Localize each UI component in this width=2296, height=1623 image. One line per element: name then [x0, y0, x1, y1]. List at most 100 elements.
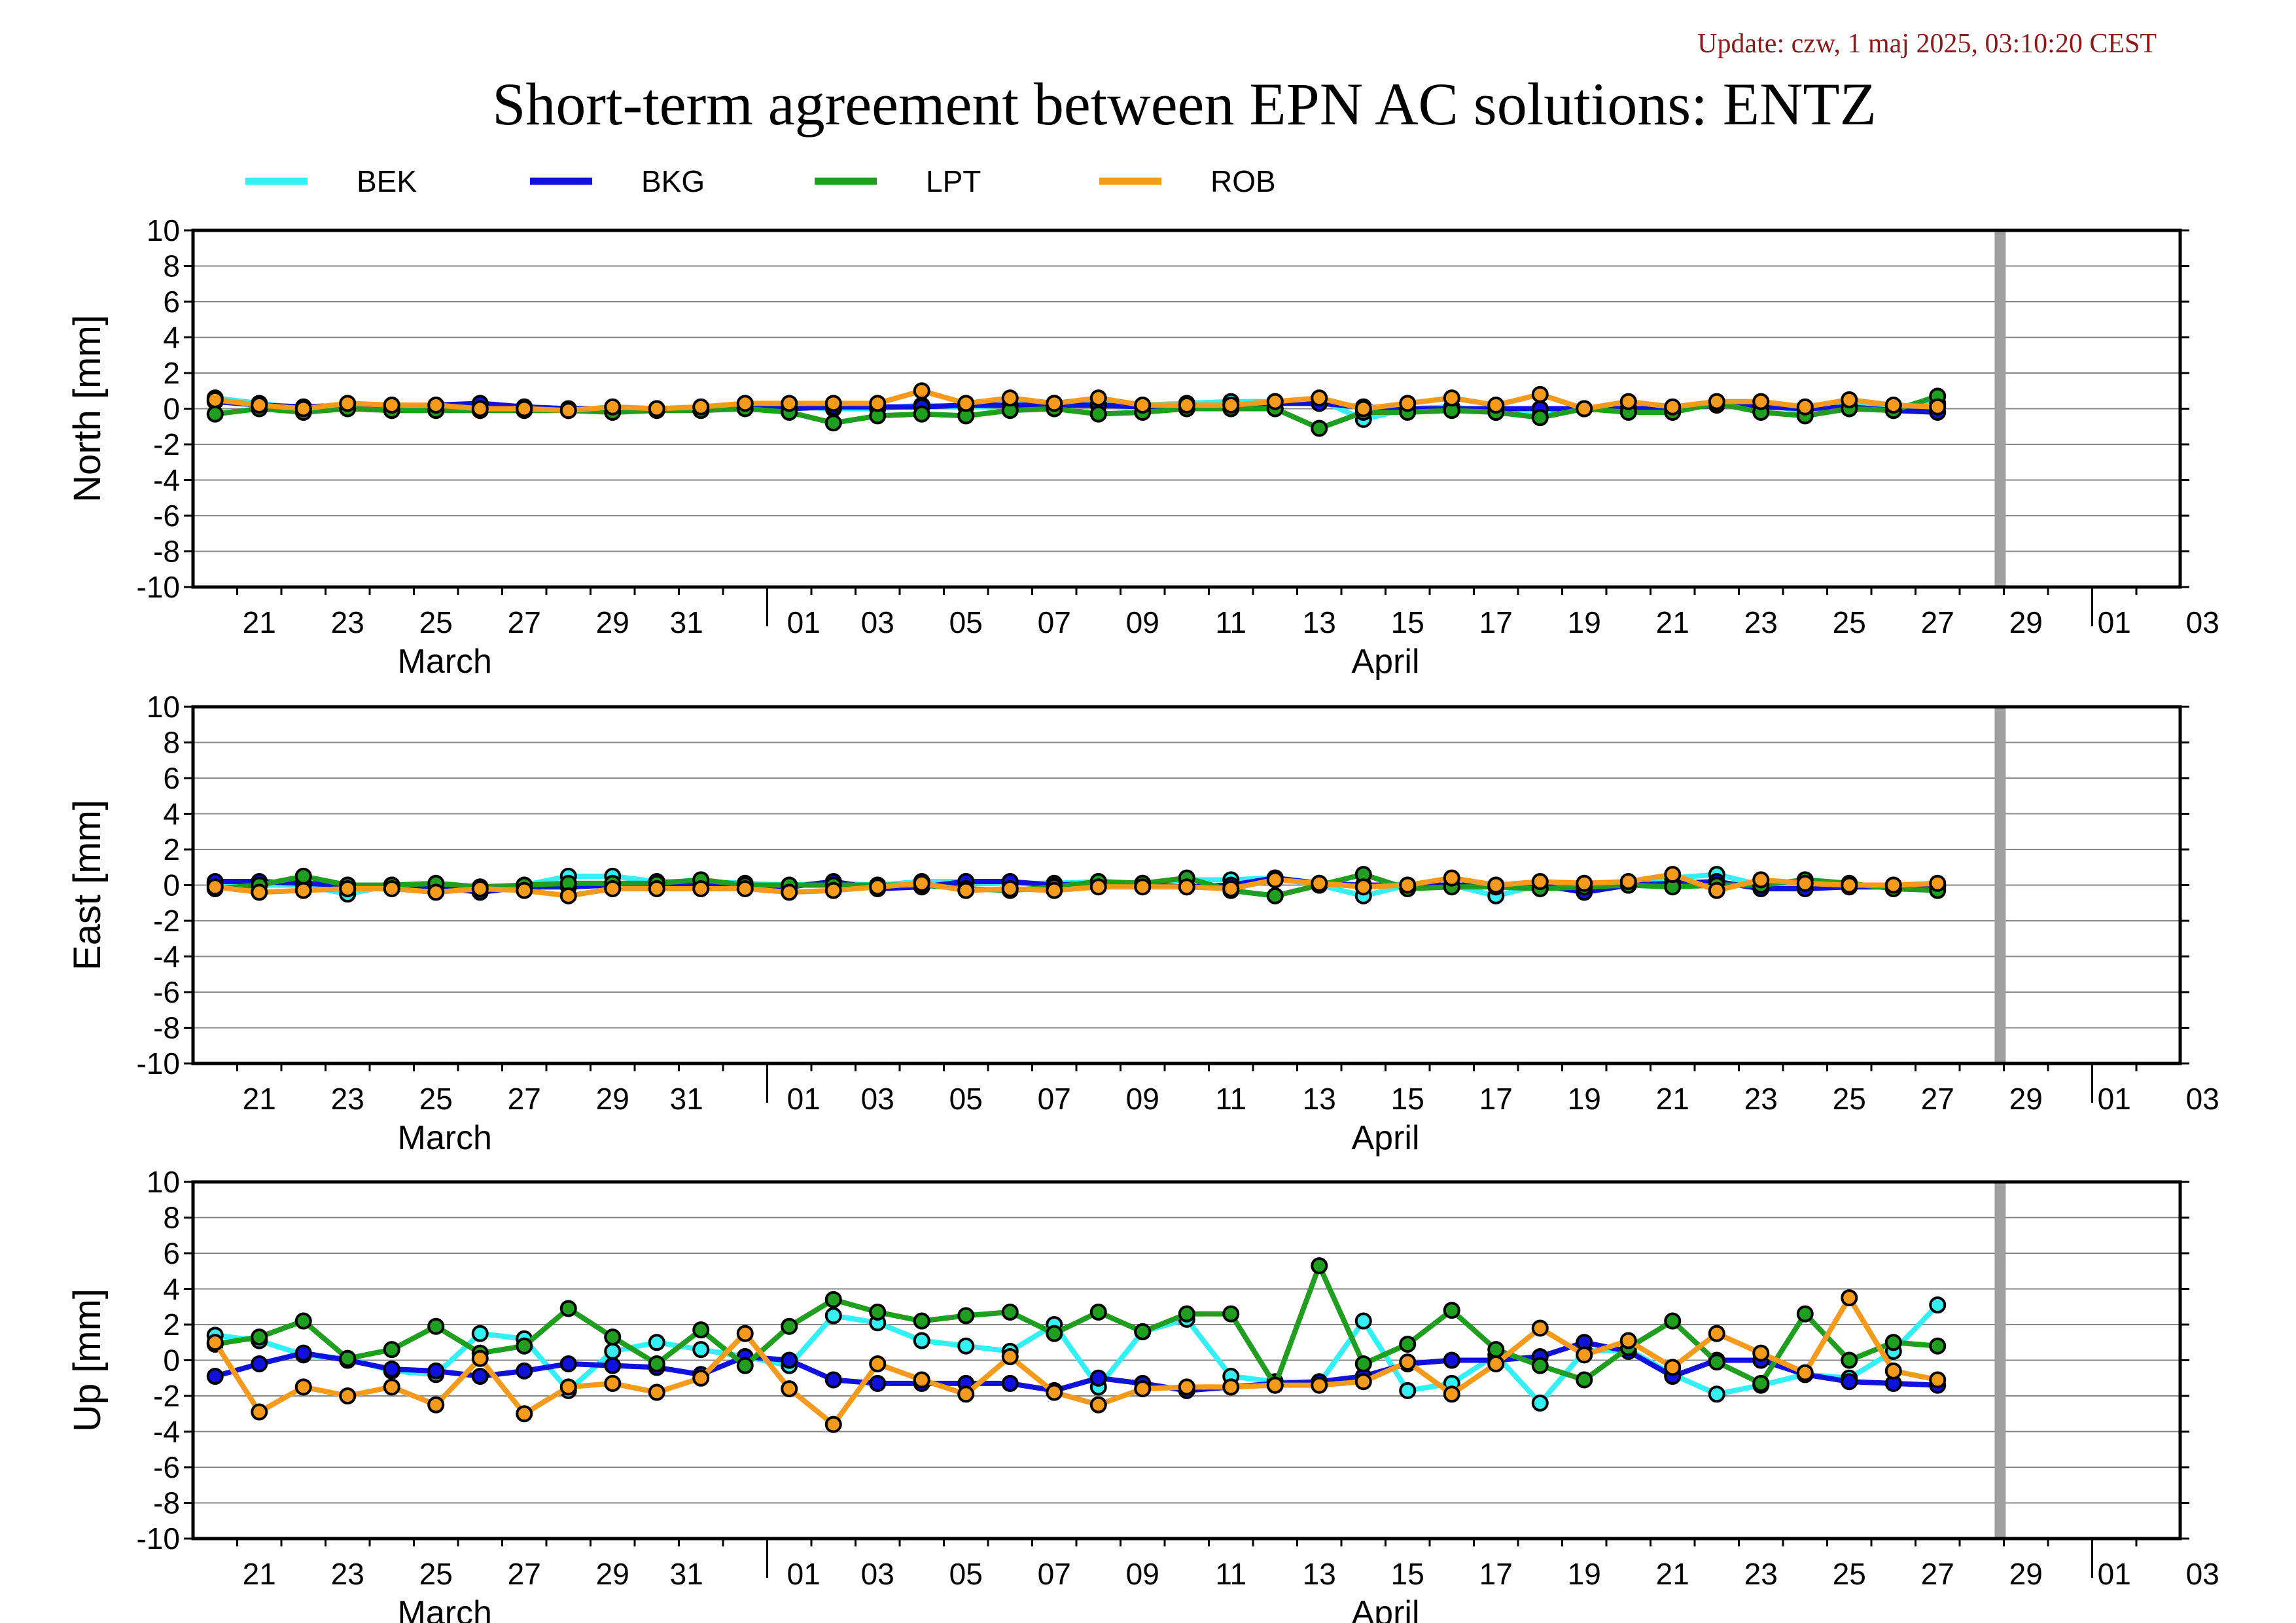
data-point: [1929, 1337, 1947, 1355]
data-point: [781, 395, 798, 412]
data-point: [206, 405, 224, 423]
data-point: [1841, 1373, 1858, 1391]
y-tick-label: 6: [163, 1236, 180, 1270]
y-tick-label: 8: [163, 726, 180, 760]
data-point: [1752, 871, 1770, 889]
data-point: [1311, 419, 1328, 437]
x-tick-label: 27: [1921, 1082, 1954, 1116]
data-point: [1046, 1325, 1063, 1342]
x-tick-label: 25: [1833, 605, 1866, 639]
data-point: [1266, 393, 1284, 410]
month-label-march: March: [398, 1119, 492, 1157]
data-point: [471, 1368, 489, 1385]
y-tick-label: -10: [137, 570, 180, 604]
x-tick-label: 21: [243, 605, 276, 639]
data-point: [339, 1387, 357, 1404]
data-point: [957, 1385, 975, 1403]
y-tick-label: 0: [163, 1344, 180, 1378]
data-point: [1134, 878, 1152, 896]
data-point: [294, 1378, 312, 1396]
x-tick-label: 01: [787, 1082, 821, 1116]
y-tick-label: 2: [163, 832, 180, 866]
data-point: [1311, 874, 1328, 892]
x-tick-label: 29: [596, 1082, 629, 1116]
data-point: [206, 1368, 224, 1385]
data-point: [1576, 1346, 1593, 1364]
x-tick-label: 21: [243, 1557, 276, 1591]
data-point: [339, 395, 357, 412]
data-point: [1576, 400, 1593, 418]
data-point: [1708, 1353, 1725, 1371]
data-point: [736, 395, 754, 412]
data-point: [383, 1378, 400, 1396]
x-tick-label: 31: [670, 605, 703, 639]
data-point: [1001, 880, 1019, 897]
data-point: [471, 400, 489, 418]
data-point: [1399, 1353, 1417, 1371]
data-point: [206, 878, 224, 896]
data-point: [1089, 1303, 1107, 1321]
data-point: [1664, 1359, 1682, 1376]
data-point: [736, 880, 754, 897]
x-tick-label: 07: [1038, 1082, 1071, 1116]
legend-item-bek: BEK: [245, 164, 417, 198]
data-point: [1884, 1334, 1902, 1351]
x-tick-label: 19: [1568, 1082, 1601, 1116]
data-point: [913, 405, 930, 423]
legend-label: BEK: [357, 164, 417, 198]
data-point: [1531, 873, 1549, 891]
x-tick-label: 23: [1744, 1557, 1778, 1591]
data-point: [824, 1371, 842, 1389]
x-tick-label: 07: [1038, 605, 1071, 639]
data-point: [1708, 882, 1725, 899]
data-point: [1266, 871, 1284, 889]
data-point: [1311, 389, 1328, 407]
chart-title: Short-term agreement between EPN AC solu…: [492, 71, 1877, 137]
data-point: [1222, 1378, 1240, 1396]
x-tick-label: 27: [508, 1557, 541, 1591]
x-tick-label: 23: [331, 1557, 364, 1591]
data-point: [1664, 1312, 1682, 1330]
plot-frame: [191, 228, 2182, 589]
plot-frame: [191, 705, 2182, 1065]
y-tick-label: 0: [163, 868, 180, 902]
data-point: [559, 1378, 577, 1396]
data-point: [339, 1349, 357, 1367]
data-point: [1134, 1323, 1152, 1340]
data-point: [1752, 1374, 1770, 1392]
future-marker: [1994, 1182, 2006, 1539]
data-point: [1752, 393, 1770, 410]
series-line: [215, 1263, 1938, 1388]
data-point: [1796, 398, 1814, 416]
x-tick-label: 21: [243, 1082, 276, 1116]
y-tick-label: 10: [147, 1165, 180, 1199]
data-point: [1001, 1348, 1019, 1366]
data-point: [339, 880, 357, 897]
data-point: [383, 397, 400, 414]
y-tick-label: 2: [163, 1308, 180, 1342]
x-tick-label: 19: [1568, 1557, 1601, 1591]
data-point: [1001, 1303, 1019, 1321]
data-point: [604, 398, 622, 416]
data-point: [869, 395, 887, 412]
data-point: [692, 880, 710, 897]
x-tick-label: 13: [1303, 605, 1336, 639]
x-tick-label: 01: [787, 1557, 821, 1591]
x-tick-label: 15: [1391, 1557, 1424, 1591]
data-point: [1929, 874, 1947, 892]
data-point: [1929, 1296, 1947, 1314]
y-tick-label: -4: [153, 940, 180, 974]
x-tick-label: 15: [1391, 1082, 1424, 1116]
data-point: [869, 1374, 887, 1392]
x-tick-label: 23: [331, 605, 364, 639]
legend-label: LPT: [926, 164, 981, 198]
data-point: [1531, 1357, 1549, 1374]
x-tick-label: 03: [2186, 1557, 2219, 1591]
data-point: [1178, 1378, 1195, 1396]
x-tick-label: 03: [2186, 1082, 2219, 1116]
x-tick-label: 29: [596, 605, 629, 639]
legend-item-bkg: BKG: [530, 164, 705, 198]
data-point: [1266, 887, 1284, 904]
series-lpt: [206, 387, 1947, 437]
